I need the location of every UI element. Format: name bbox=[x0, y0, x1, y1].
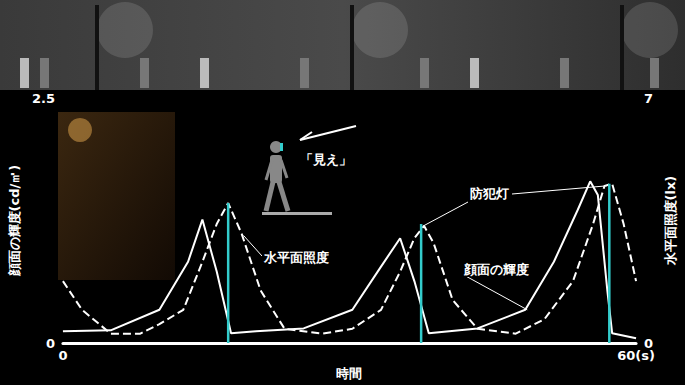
svg-text:0: 0 bbox=[58, 348, 67, 363]
svg-text:7: 7 bbox=[644, 91, 653, 106]
svg-text:2.5: 2.5 bbox=[32, 91, 55, 106]
svg-text:水平面照度(lx): 水平面照度(lx) bbox=[663, 176, 678, 267]
svg-text:顔面の輝度(cd/㎡): 顔面の輝度(cd/㎡) bbox=[7, 165, 22, 278]
svg-text:0: 0 bbox=[46, 336, 55, 351]
svg-text:時間: 時間 bbox=[336, 366, 362, 381]
svg-text:0: 0 bbox=[644, 335, 654, 351]
svg-text:防犯灯: 防犯灯 bbox=[470, 186, 509, 201]
svg-text:水平面照度: 水平面照度 bbox=[263, 250, 329, 265]
svg-text:「見え」: 「見え」 bbox=[300, 152, 352, 167]
svg-text:60(s): 60(s) bbox=[617, 348, 655, 363]
svg-text:顔面の輝度: 顔面の輝度 bbox=[463, 262, 529, 277]
